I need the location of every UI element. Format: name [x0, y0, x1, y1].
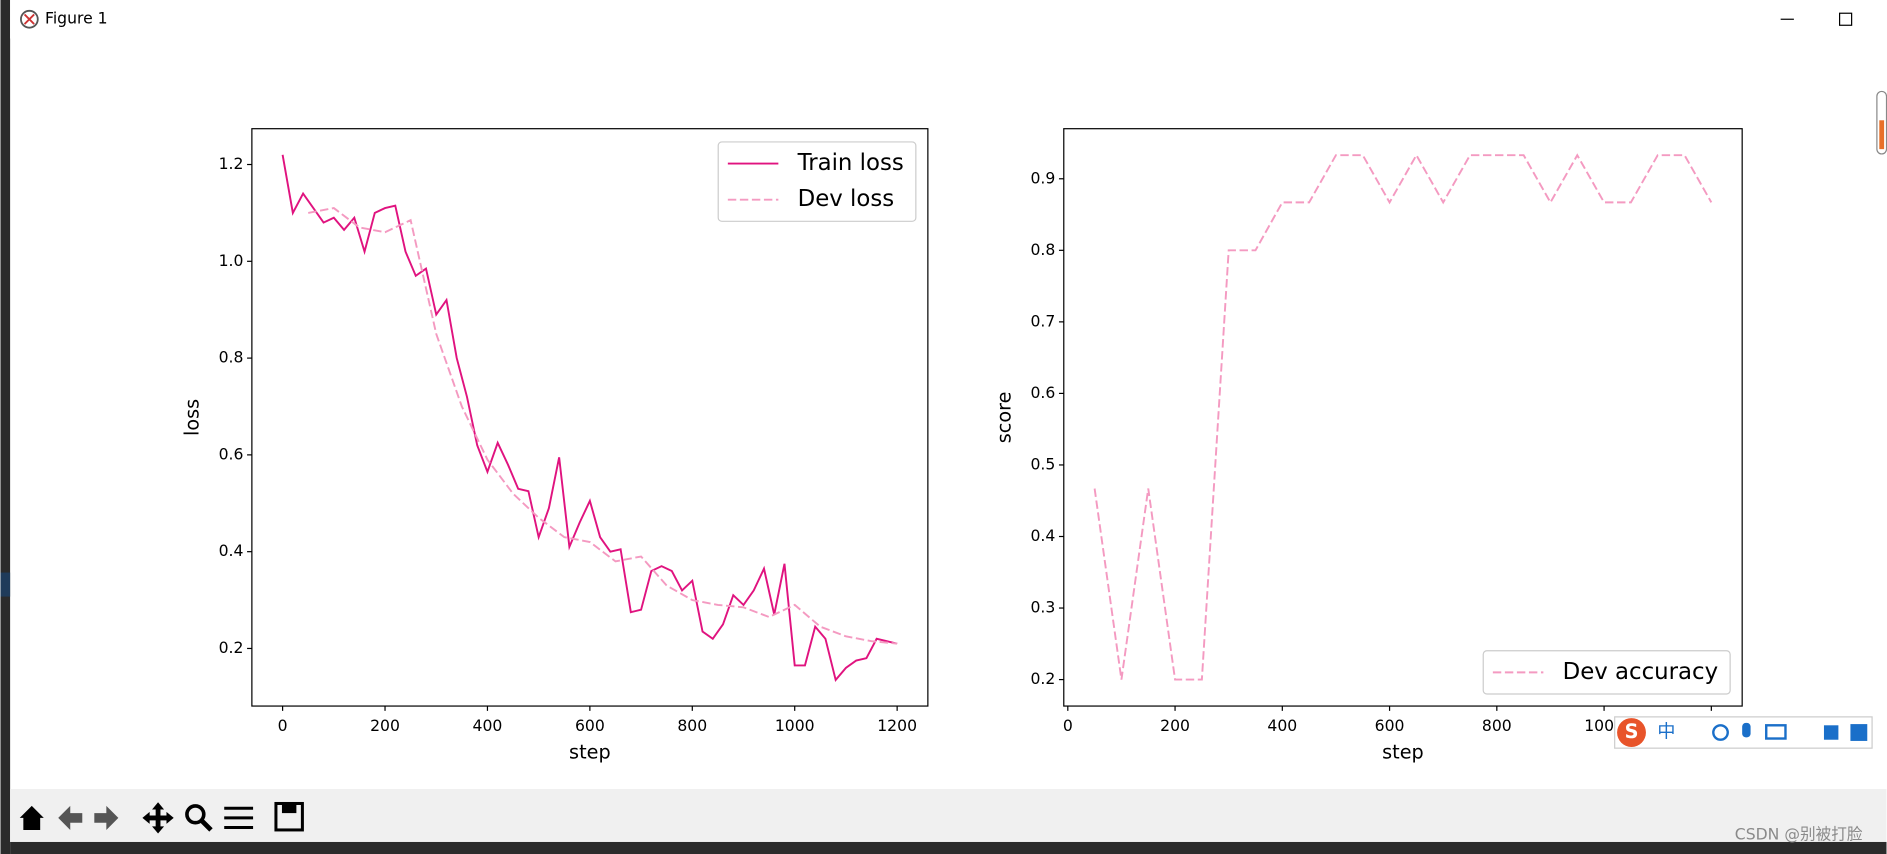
y-tick-label: 0.5: [1031, 454, 1056, 473]
y-axis-label: loss: [180, 399, 203, 436]
y-tick-label: 1.0: [219, 251, 244, 270]
ime-logo[interactable]: [1617, 718, 1646, 747]
y-tick-label: 1.2: [219, 154, 244, 173]
ime-keyboard[interactable]: [1765, 724, 1787, 740]
series-line: [308, 207, 898, 645]
window-title: Figure 1: [45, 9, 108, 28]
toolbar-icons: [19, 801, 304, 834]
figure: 0 200 400 600 800 1000 1200 0.2 0.4 0.6 0.8 1.0 1.2 s…: [180, 128, 1743, 763]
y-tick-label: 0.9: [1031, 168, 1056, 187]
ime-emoji[interactable]: [1712, 724, 1729, 741]
x-tick-label: 800: [1482, 716, 1512, 735]
save-button-label: [281, 803, 297, 814]
configure-button[interactable]: [224, 806, 254, 830]
x-tick-label: 600: [575, 716, 605, 735]
pan-button[interactable]: [142, 802, 174, 834]
x-tick-label: 0: [278, 716, 288, 735]
legend: Train loss Dev loss: [717, 141, 917, 222]
maximize-button[interactable]: [1838, 12, 1853, 26]
y-tick-label: 0.2: [1031, 669, 1056, 688]
y-tick-label: 0.7: [1031, 311, 1056, 330]
legend-label: Train loss: [797, 150, 904, 176]
legend-box: [1482, 650, 1731, 695]
x-tick-label: 400: [473, 716, 503, 735]
x-tick-label: 0: [1063, 716, 1073, 735]
title-bar: [10, 0, 1887, 39]
y-tick-label: 0.8: [219, 348, 244, 367]
y-tick-label: 0.4: [219, 541, 244, 560]
x-tick-label: 200: [370, 716, 400, 735]
x-tick-label: 1200: [877, 716, 917, 735]
y-tick-label: 0.8: [1031, 240, 1056, 259]
console-strip: [10, 841, 1887, 854]
y-tick-label: 0.6: [1031, 383, 1056, 402]
y-tick-label: 0.2: [219, 638, 244, 657]
ime-mode[interactable]: 中: [1657, 722, 1675, 743]
ime-menu[interactable]: [1850, 724, 1868, 741]
series-line: [281, 154, 898, 682]
y-tick-label: 0.3: [1031, 598, 1056, 617]
scrollbar-thumb: [1879, 120, 1885, 150]
watermark: CSDN @别被打脸: [1735, 824, 1863, 843]
ime-logo-s: S: [1625, 720, 1639, 743]
home-button[interactable]: [19, 805, 44, 830]
y-tick-label: 0.4: [1031, 526, 1056, 545]
x-tick-label: 1000: [1584, 716, 1624, 735]
axes-frame: [1063, 128, 1743, 707]
series-line: [1093, 153, 1713, 681]
ide-strip-mark: [0, 572, 11, 597]
x-tick-label: 1000: [775, 716, 815, 735]
zoom-button[interactable]: [185, 804, 206, 825]
y-tick-label: 0.6: [219, 444, 244, 463]
app-icon-mark: [23, 13, 35, 25]
y-axis-label: score: [992, 392, 1015, 444]
back-button[interactable]: [58, 805, 83, 830]
ide-strip: [0, 0, 11, 854]
x-tick-label: 600: [1375, 716, 1405, 735]
x-tick-label: 800: [677, 716, 707, 735]
x-tick-label: 400: [1267, 716, 1297, 735]
axes-frame: [251, 128, 929, 707]
legend: Dev accuracy: [1482, 650, 1731, 695]
x-axis-label: step: [1382, 740, 1424, 763]
forward-button[interactable]: [94, 805, 119, 830]
ime-voice[interactable]: [1742, 722, 1751, 738]
ime-toolbar: S 中: [1614, 716, 1873, 749]
x-axis-label: step: [569, 740, 611, 763]
legend-label: Dev loss: [798, 186, 895, 212]
legend-box: [717, 141, 917, 222]
zoom-handle: [199, 818, 213, 832]
ime-skin[interactable]: [1823, 725, 1839, 740]
legend-label: Dev accuracy: [1563, 659, 1719, 685]
toolbar: [10, 789, 1887, 842]
x-tick-label: 200: [1160, 716, 1190, 735]
